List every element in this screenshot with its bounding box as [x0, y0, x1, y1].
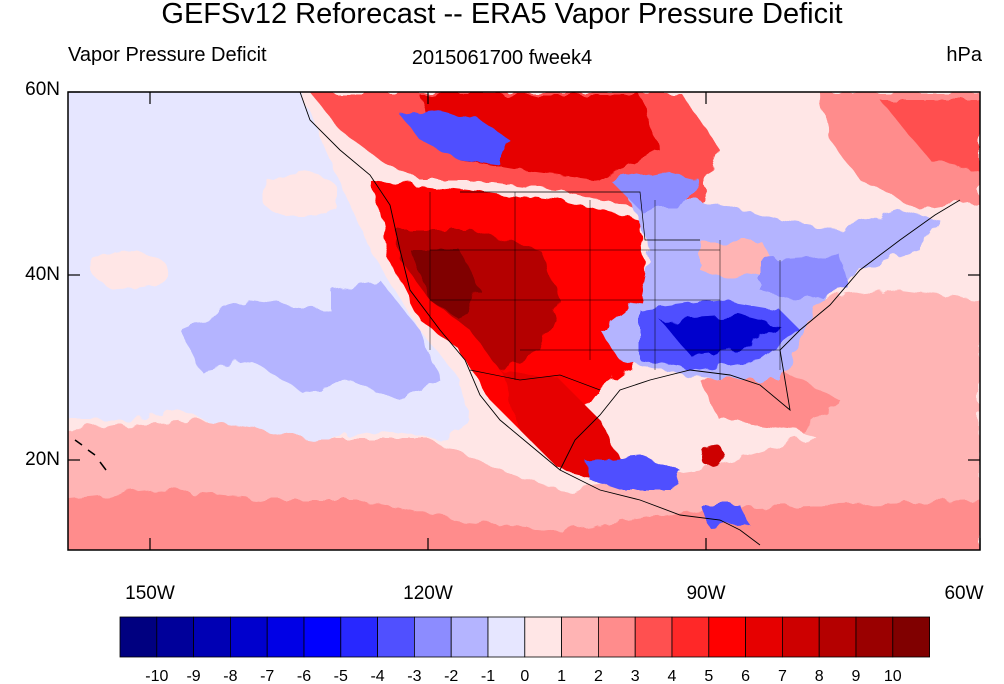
caribbean-positive-spot	[700, 443, 724, 467]
pacific-coastline	[299, 92, 761, 546]
colorbar-label: 0	[520, 668, 529, 684]
colorbar-swatch	[855, 616, 894, 658]
colorbar-swatch	[818, 616, 857, 658]
colorbar-label: -6	[297, 668, 311, 684]
lon-label-120w: 120W	[403, 583, 453, 604]
colorbar-label: -1	[481, 668, 495, 684]
colorbar-label: -2	[444, 668, 458, 684]
mexico-positive-region	[500, 370, 620, 480]
colorbar-swatch	[340, 616, 378, 658]
colorbar-label: 1	[557, 668, 566, 684]
colorbar-label: -9	[186, 668, 200, 684]
colorbar-swatch	[745, 616, 783, 658]
colorbar-label: 3	[631, 668, 640, 684]
manitoba-negative-patch	[610, 170, 700, 210]
colorbar-swatch	[303, 616, 342, 658]
colorbar-swatch	[266, 616, 305, 658]
colorbar-label: 8	[815, 668, 824, 684]
colorbar-label: 7	[778, 668, 787, 684]
colorbar-label: 5	[704, 668, 713, 684]
colorbar-label: -10	[145, 668, 168, 684]
gulf-atlantic-coastline	[559, 199, 961, 471]
us-mexico-border	[469, 369, 601, 391]
colorbar-label: -3	[407, 668, 421, 684]
map-title: GEFSv12 Reforecast -- ERA5 Vapor Pressur…	[161, 0, 843, 30]
colorbar-swatch	[193, 616, 231, 658]
lon-label-90w: 90W	[686, 583, 726, 604]
lat-label-60n: 60N	[25, 79, 60, 100]
colorbar-swatch	[487, 616, 526, 658]
panama-negative	[700, 505, 750, 528]
colorbar-swatch	[413, 616, 452, 658]
forecast-time-label: 2015061700 fweek4	[411, 47, 593, 69]
hawaii-islands	[74, 439, 107, 471]
axis-ticks	[68, 91, 981, 550]
colorbar-swatch	[156, 616, 195, 658]
colorbar-label: 6	[741, 668, 750, 684]
colorbar-label: -8	[223, 668, 237, 684]
pacific-negative-patch-2	[330, 280, 440, 400]
colorbar-label: -4	[370, 668, 384, 684]
colorbar-swatch	[892, 616, 930, 658]
lon-label-150w: 150W	[125, 583, 175, 604]
canada-negative-patch	[400, 110, 510, 165]
colorbar-swatch	[377, 616, 415, 658]
colorbar-swatch	[782, 616, 820, 658]
lat-label-40n: 40N	[25, 264, 60, 285]
lat-label-20n: 20N	[25, 449, 60, 470]
colorbar-label: 4	[668, 668, 677, 684]
colorbar-swatch	[598, 616, 636, 658]
colorbar-swatch	[561, 616, 599, 658]
colorbar-label: -5	[334, 668, 348, 684]
pacific-positive-blob	[92, 252, 168, 288]
pacific-positive-blob-2	[260, 173, 340, 217]
colorbar-label: 2	[594, 668, 603, 684]
great-basin-max-positive	[410, 250, 480, 320]
map-frame	[67, 91, 981, 551]
units-label: hPa	[946, 44, 982, 66]
colorbar-swatch	[119, 616, 158, 658]
colorbar-swatch	[450, 616, 489, 658]
atlantic-positive-region	[770, 290, 980, 460]
colorbar-label: 10	[884, 668, 902, 684]
tropical-positive-band-2	[68, 490, 980, 550]
variable-label: Vapor Pressure Deficit	[68, 44, 267, 66]
colorbar-swatch	[524, 616, 562, 658]
ohio-valley-negative	[760, 255, 850, 300]
gulf-positive-patch	[700, 370, 840, 430]
colorbar-swatch	[671, 616, 710, 658]
northeast-canada-positive	[880, 100, 980, 170]
state-boundaries	[429, 192, 781, 380]
colorbar-label: 9	[852, 668, 861, 684]
colorbar-swatch	[229, 616, 268, 658]
lon-label-60w: 60W	[944, 583, 984, 604]
colorbar-swatch	[634, 616, 673, 658]
colorbar-label: -7	[260, 668, 274, 684]
us-canada-border	[460, 191, 700, 241]
central-america-negative	[585, 455, 680, 490]
colorbar-swatch	[708, 616, 746, 658]
